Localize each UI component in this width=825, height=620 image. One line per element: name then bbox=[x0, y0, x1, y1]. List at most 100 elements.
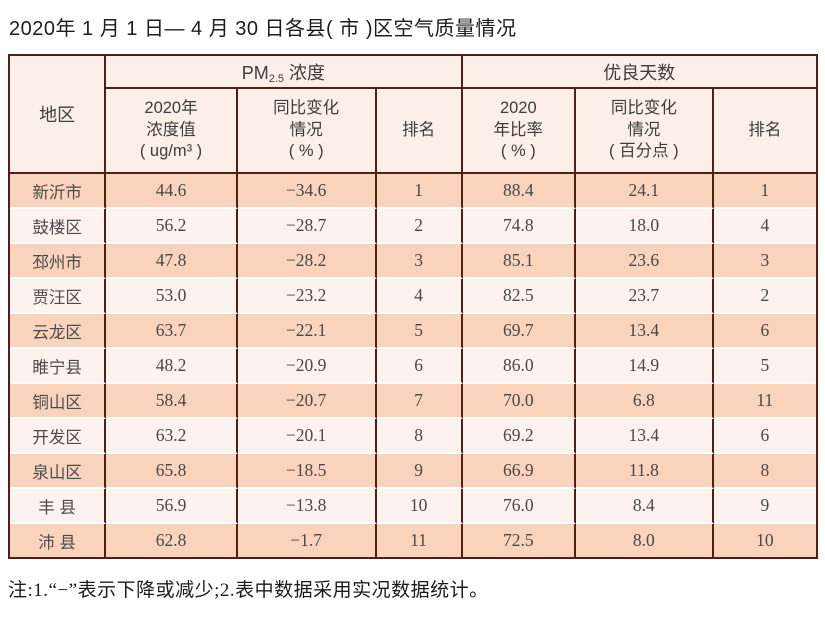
cell-good-change: 23.7 bbox=[576, 279, 714, 314]
table-row: 铜山区 58.4 −20.7 7 70.0 6.8 11 bbox=[10, 384, 816, 419]
cell-good-rate: 69.2 bbox=[462, 419, 576, 454]
footnote: 注:1.“−”表示下降或减少;2.表中数据采用实况数据统计。 bbox=[8, 580, 489, 601]
cell-pm-value: 44.6 bbox=[106, 174, 238, 209]
cell-good-rate: 76.0 bbox=[462, 489, 576, 524]
cell-good-change: 23.6 bbox=[576, 244, 714, 279]
cell-good-rank: 3 bbox=[713, 244, 816, 279]
cell-region: 丰 县 bbox=[10, 489, 107, 524]
table-row: 鼓楼区 56.2 −28.7 2 74.8 18.0 4 bbox=[10, 209, 816, 244]
cell-region: 沛 县 bbox=[10, 524, 107, 557]
pm25-label: PM2.5 浓度 bbox=[241, 62, 326, 85]
cell-pm-change: −28.2 bbox=[237, 244, 377, 279]
cell-pm-rank: 1 bbox=[376, 174, 463, 209]
col-group-good-days: 优良天数 bbox=[462, 56, 816, 89]
cell-region: 睢宁县 bbox=[10, 349, 107, 384]
cell-pm-change: −1.7 bbox=[237, 524, 377, 557]
cell-good-change: 14.9 bbox=[576, 349, 714, 384]
cell-pm-value: 58.4 bbox=[106, 384, 238, 419]
col-header-pm-value: 2020年 浓度值 ( ug/m³ ) bbox=[106, 89, 238, 174]
col-header-good-change: 同比变化 情况 ( 百分点 ) bbox=[576, 89, 714, 174]
cell-pm-change: −20.9 bbox=[237, 349, 377, 384]
cell-pm-rank: 4 bbox=[376, 279, 463, 314]
cell-pm-change: −18.5 bbox=[237, 454, 377, 489]
cell-good-change: 18.0 bbox=[576, 209, 714, 244]
page-title: 2020年 1 月 1 日— 4 月 30 日各县( 市 )区空气质量情况 bbox=[9, 18, 517, 40]
cell-region: 新沂市 bbox=[10, 174, 107, 209]
cell-good-change: 24.1 bbox=[576, 174, 714, 209]
table-row: 云龙区 63.7 −22.1 5 69.7 13.4 6 bbox=[10, 314, 816, 349]
cell-pm-rank: 9 bbox=[376, 454, 463, 489]
cell-pm-change: −20.7 bbox=[237, 384, 377, 419]
cell-good-rate: 66.9 bbox=[462, 454, 576, 489]
table-row: 开发区 63.2 −20.1 8 69.2 13.4 6 bbox=[10, 419, 816, 454]
cell-good-rank: 9 bbox=[713, 489, 816, 524]
cell-good-change: 8.0 bbox=[576, 524, 714, 557]
cell-pm-rank: 3 bbox=[376, 244, 463, 279]
cell-good-rank: 1 bbox=[713, 174, 816, 209]
cell-good-rate: 82.5 bbox=[462, 279, 576, 314]
col-header-pm-rank: 排名 bbox=[376, 89, 463, 174]
cell-good-rank: 6 bbox=[713, 419, 816, 454]
cell-pm-change: −13.8 bbox=[237, 489, 377, 524]
cell-pm-rank: 10 bbox=[376, 489, 463, 524]
header-group-row: 地区 PM2.5 浓度 优良天数 bbox=[10, 56, 816, 174]
cell-region: 贾汪区 bbox=[10, 279, 107, 314]
air-quality-table: 地区 PM2.5 浓度 优良天数 2020年 浓度值 ( ug/m³ ) 同比变… bbox=[8, 54, 818, 559]
cell-good-rate: 88.4 bbox=[462, 174, 576, 209]
cell-pm-change: −22.1 bbox=[237, 314, 377, 349]
cell-good-change: 6.8 bbox=[576, 384, 714, 419]
cell-pm-rank: 7 bbox=[376, 384, 463, 419]
cell-pm-value: 48.2 bbox=[106, 349, 238, 384]
table-row: 邳州市 47.8 −28.2 3 85.1 23.6 3 bbox=[10, 244, 816, 279]
cell-region: 铜山区 bbox=[10, 384, 107, 419]
cell-pm-rank: 2 bbox=[376, 209, 463, 244]
pm25-subscript: 2.5 bbox=[268, 72, 285, 85]
cell-good-rank: 8 bbox=[713, 454, 816, 489]
cell-good-change: 8.4 bbox=[576, 489, 714, 524]
cell-good-rank: 5 bbox=[713, 349, 816, 384]
table-row: 沛 县 62.8 −1.7 11 72.5 8.0 10 bbox=[10, 524, 816, 557]
cell-pm-value: 56.2 bbox=[106, 209, 238, 244]
col-header-pm-change: 同比变化 情况 ( % ) bbox=[237, 89, 377, 174]
table-row: 新沂市 44.6 −34.6 1 88.4 24.1 1 bbox=[10, 174, 816, 209]
cell-good-change: 13.4 bbox=[576, 419, 714, 454]
cell-good-rank: 4 bbox=[713, 209, 816, 244]
cell-good-rate: 74.8 bbox=[462, 209, 576, 244]
cell-good-rate: 70.0 bbox=[462, 384, 576, 419]
cell-pm-change: −34.6 bbox=[237, 174, 377, 209]
cell-pm-rank: 6 bbox=[376, 349, 463, 384]
table-row: 丰 县 56.9 −13.8 10 76.0 8.4 9 bbox=[10, 489, 816, 524]
col-header-good-rank: 排名 bbox=[713, 89, 816, 174]
cell-pm-change: −23.2 bbox=[237, 279, 377, 314]
cell-pm-change: −20.1 bbox=[237, 419, 377, 454]
cell-good-rank: 6 bbox=[713, 314, 816, 349]
cell-region: 鼓楼区 bbox=[10, 209, 107, 244]
cell-good-rank: 11 bbox=[713, 384, 816, 419]
cell-good-change: 13.4 bbox=[576, 314, 714, 349]
cell-pm-value: 56.9 bbox=[106, 489, 238, 524]
cell-pm-value: 63.7 bbox=[106, 314, 238, 349]
cell-pm-value: 47.8 bbox=[106, 244, 238, 279]
cell-region: 开发区 bbox=[10, 419, 107, 454]
table-row: 泉山区 65.8 −18.5 9 66.9 11.8 8 bbox=[10, 454, 816, 489]
cell-good-rate: 69.7 bbox=[462, 314, 576, 349]
cell-pm-change: −28.7 bbox=[237, 209, 377, 244]
cell-pm-rank: 8 bbox=[376, 419, 463, 454]
cell-pm-value: 63.2 bbox=[106, 419, 238, 454]
cell-good-change: 11.8 bbox=[576, 454, 714, 489]
table-row: 贾汪区 53.0 −23.2 4 82.5 23.7 2 bbox=[10, 279, 816, 314]
cell-region: 泉山区 bbox=[10, 454, 107, 489]
cell-region: 云龙区 bbox=[10, 314, 107, 349]
header-sub-row: 2020年 浓度值 ( ug/m³ ) 同比变化 情况 ( % ) 排名 202… bbox=[10, 89, 816, 174]
cell-pm-value: 65.8 bbox=[106, 454, 238, 489]
cell-pm-value: 62.8 bbox=[106, 524, 238, 557]
cell-good-rank: 10 bbox=[713, 524, 816, 557]
table-row: 睢宁县 48.2 −20.9 6 86.0 14.9 5 bbox=[10, 349, 816, 384]
cell-good-rate: 85.1 bbox=[462, 244, 576, 279]
col-header-region: 地区 bbox=[10, 56, 107, 174]
cell-region: 邳州市 bbox=[10, 244, 107, 279]
cell-pm-rank: 11 bbox=[376, 524, 463, 557]
col-header-good-rate: 2020 年比率 ( % ) bbox=[462, 89, 576, 174]
cell-good-rank: 2 bbox=[713, 279, 816, 314]
cell-pm-value: 53.0 bbox=[106, 279, 238, 314]
